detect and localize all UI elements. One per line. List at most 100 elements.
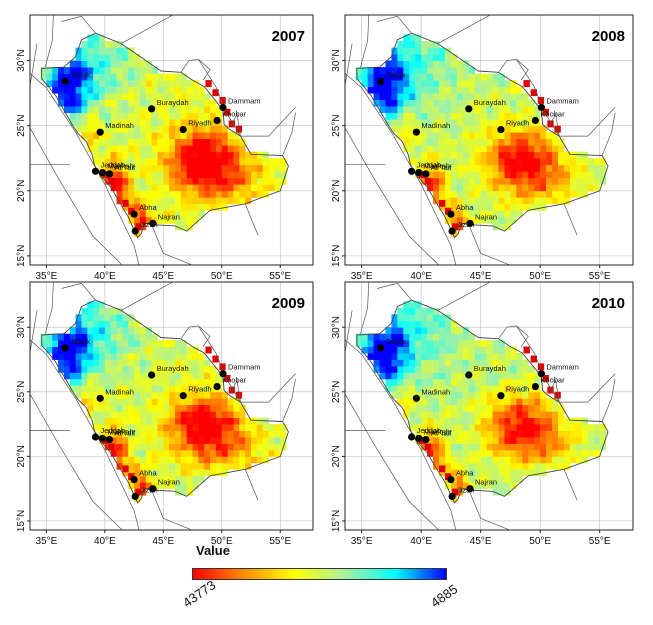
border-line [601, 378, 616, 422]
city-marker [408, 167, 416, 175]
city-marker [61, 344, 69, 352]
y-tick-label: 25°N [331, 115, 342, 137]
city-marker [91, 433, 100, 441]
city-marker [131, 492, 139, 500]
city-label: Dammam [228, 363, 261, 372]
city-label: At Taif [115, 429, 137, 438]
city-marker [447, 476, 455, 484]
city-label: Khobar [222, 110, 247, 119]
city-marker [415, 434, 423, 442]
city-marker [466, 485, 474, 493]
y-tick-label: 30°N [16, 316, 27, 338]
city-label: Jizan [457, 485, 475, 494]
city-label: Abha [139, 203, 157, 212]
city-label: Najran [158, 478, 180, 487]
border-line [44, 282, 54, 334]
border-line [345, 310, 353, 355]
x-tick-label: 35°E [35, 536, 57, 547]
city-label: Tabuk [70, 70, 90, 79]
city-label: Riyadh [506, 385, 529, 394]
border-line [244, 203, 259, 236]
city-marker [179, 126, 187, 134]
border-line [345, 393, 440, 530]
city-label: Najran [475, 212, 497, 221]
city-marker [179, 392, 187, 400]
country-outline [356, 32, 609, 239]
border-line [244, 469, 259, 501]
city-label: Madinah [105, 387, 134, 396]
city-label: Madinah [421, 121, 450, 130]
city-marker [149, 485, 157, 493]
city-label: Jeddah [417, 160, 442, 169]
y-tick-label: 25°N [16, 381, 27, 403]
city-marker [537, 370, 546, 378]
city-label: Jizan [457, 220, 475, 229]
x-tick-label: 45°E [152, 271, 174, 282]
border-line [563, 469, 578, 501]
panel-frame [29, 281, 314, 531]
city-label: Dammam [546, 363, 579, 372]
border-line [360, 15, 370, 68]
city-marker [412, 394, 420, 402]
city-marker [447, 210, 455, 218]
city-marker [213, 383, 221, 391]
x-tick-label: 40°E [410, 271, 432, 282]
city-marker [130, 476, 138, 484]
city-marker [130, 210, 138, 218]
city-label: Jeddah [101, 160, 126, 169]
city-label: Dammam [546, 96, 579, 105]
border-line [516, 59, 529, 81]
city-marker [422, 436, 430, 444]
city-marker [497, 392, 505, 400]
border-line [230, 112, 241, 137]
x-tick-label: 40°E [410, 536, 432, 547]
country-outline [41, 32, 289, 239]
border-line [44, 15, 54, 68]
city-marker [219, 103, 227, 111]
border-line [198, 59, 211, 81]
panel-frame [344, 14, 634, 266]
city-label: Jizan [140, 485, 158, 494]
city-label: Tabuk [70, 337, 90, 346]
border-line [30, 393, 123, 530]
x-tick-label: 35°E [351, 271, 373, 282]
border-line [198, 59, 296, 137]
border-line [30, 43, 38, 88]
border-line [30, 310, 38, 355]
city-marker [497, 126, 505, 134]
border-line [468, 489, 511, 530]
border-line [61, 282, 96, 301]
city-marker [131, 227, 139, 235]
city-marker [531, 383, 540, 391]
border-line [549, 379, 560, 403]
border-line [345, 72, 457, 265]
raster-cells [355, 301, 607, 502]
y-tick-label: 15°N [331, 245, 342, 267]
x-tick-label: 50°E [529, 271, 551, 282]
border-line [549, 112, 560, 137]
city-label: Khobar [540, 376, 565, 385]
city-label: Najran [475, 478, 497, 487]
city-label: Madinah [421, 387, 450, 396]
city-marker [377, 77, 385, 85]
city-marker [148, 371, 156, 379]
border-line [377, 15, 412, 34]
y-tick-label: 30°N [331, 49, 342, 71]
city-marker [96, 394, 104, 402]
city-label: Makkah [424, 162, 450, 171]
city-marker [213, 116, 221, 125]
border-line [498, 58, 517, 73]
city-marker [415, 169, 423, 177]
x-tick-label: 50°E [211, 271, 233, 282]
border-line [498, 325, 517, 340]
city-label: Madinah [105, 121, 134, 130]
border-line [437, 282, 491, 311]
border-line [151, 489, 193, 530]
border-line [30, 339, 140, 530]
border-line [30, 72, 140, 265]
border-line [516, 325, 529, 347]
city-marker [412, 128, 420, 136]
border-line [282, 378, 296, 422]
panel-year-label: 2007 [272, 28, 305, 45]
city-label: Buraydah [157, 98, 189, 107]
